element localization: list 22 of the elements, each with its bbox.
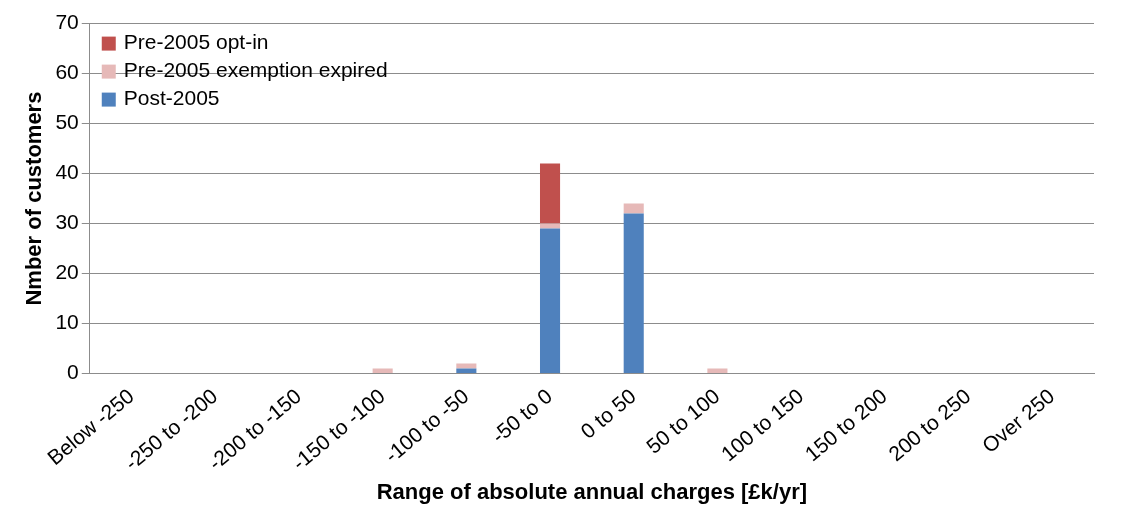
bar: [623, 213, 644, 373]
x-tick-label: Over 250: [977, 384, 1059, 458]
x-tick-label: -50 to 0: [487, 384, 557, 448]
bar: [539, 223, 561, 229]
x-tick-label: 0 to 50: [576, 384, 641, 443]
y-tick-label: 70: [55, 10, 79, 34]
y-axis-title: Nmber of customers: [21, 91, 47, 306]
y-tick-label: 50: [55, 110, 79, 134]
legend-label: Post-2005: [123, 86, 220, 110]
y-tick-label: 0: [67, 360, 79, 384]
bar: [623, 203, 644, 214]
legend-label: Pre-2005 exemption expired: [123, 58, 388, 82]
bar: [539, 163, 561, 224]
y-tick-label: 20: [55, 260, 79, 284]
y-tick-label: 60: [55, 60, 79, 84]
y-tick-label: 40: [55, 160, 79, 184]
y-tick-label: 10: [55, 310, 79, 334]
legend-label: Pre-2005 opt-in: [123, 30, 269, 54]
x-axis-title: Range of absolute annual charges [£k/yr]: [376, 478, 808, 504]
bar: [456, 363, 477, 369]
bar: [539, 228, 561, 373]
y-tick-label: 30: [55, 210, 79, 234]
